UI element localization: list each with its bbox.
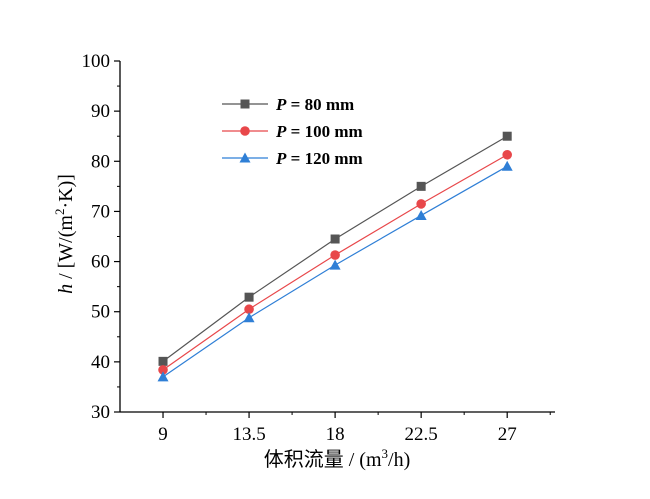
marker-triangle xyxy=(157,371,169,382)
y-axis-title: h / [W/(m2·K)] xyxy=(52,174,77,294)
series-layer xyxy=(157,131,513,382)
marker-circle xyxy=(416,199,426,209)
marker-circle xyxy=(158,365,168,375)
x-tick-label: 9 xyxy=(158,424,168,445)
marker-square xyxy=(158,356,168,366)
y-tick-label: 90 xyxy=(91,101,110,122)
marker-square xyxy=(502,131,512,141)
y-tick-label: 30 xyxy=(91,402,110,423)
y-tick-label: 50 xyxy=(91,302,110,323)
marker-circle xyxy=(502,149,512,160)
y-tick-label: 40 xyxy=(91,352,110,373)
legend-label: P = 100 mm xyxy=(275,122,363,141)
series-line xyxy=(162,165,508,378)
series-1 xyxy=(158,131,512,366)
legend-label: P = 80 mm xyxy=(275,95,354,114)
marker-triangle xyxy=(329,259,341,270)
legend-item-1: P = 80 mm xyxy=(222,95,354,114)
y-tick-label: 80 xyxy=(91,151,110,172)
legend-label: P = 120 mm xyxy=(275,149,363,168)
marker-square xyxy=(416,181,426,191)
series-3 xyxy=(157,160,513,382)
legend-item-3: P = 120 mm xyxy=(222,149,363,168)
marker-circle xyxy=(244,304,254,315)
marker-square xyxy=(330,234,340,244)
marker-triangle xyxy=(239,152,251,163)
marker-triangle xyxy=(415,209,427,220)
series-line xyxy=(162,135,508,362)
x-tick-label: 27 xyxy=(498,424,517,445)
x-axis-title: 体积流量 / (m3/h) xyxy=(264,446,411,471)
x-tick-label: 22.5 xyxy=(405,424,438,445)
marker-circle xyxy=(330,250,340,260)
x-tick-label: 18 xyxy=(326,424,345,445)
y-tick-label: 70 xyxy=(91,201,110,222)
legend-item-2: P = 100 mm xyxy=(222,122,363,141)
marker-square xyxy=(240,99,250,109)
marker-square xyxy=(244,292,254,302)
marker-triangle xyxy=(243,312,255,323)
series-2 xyxy=(158,149,512,375)
legend: P = 80 mm P = 100 mm P = 120 mm xyxy=(222,95,363,168)
marker-triangle xyxy=(501,160,513,171)
y-tick-label: 100 xyxy=(82,51,111,72)
x-tick-label: 13.5 xyxy=(232,424,265,445)
axes: 30 40 50 60 70 80 90 100 9 13.5 18 22.5 27 xyxy=(82,51,555,445)
marker-circle xyxy=(240,126,250,136)
y-tick-label: 60 xyxy=(91,252,110,273)
